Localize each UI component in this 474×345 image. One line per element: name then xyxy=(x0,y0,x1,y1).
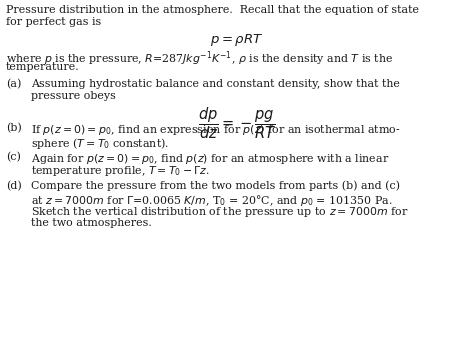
Text: $\dfrac{dp}{dz} = -\dfrac{pg}{RT}$: $\dfrac{dp}{dz} = -\dfrac{pg}{RT}$ xyxy=(198,105,276,140)
Text: the two atmospheres.: the two atmospheres. xyxy=(31,218,152,228)
Text: (a): (a) xyxy=(6,79,21,89)
Text: for perfect gas is: for perfect gas is xyxy=(6,17,101,27)
Text: Again for $p(z = 0) = p_0$, find $p(z)$ for an atmosphere with a linear: Again for $p(z = 0) = p_0$, find $p(z)$ … xyxy=(31,152,389,166)
Text: temperature.: temperature. xyxy=(6,62,80,72)
Text: pressure obeys: pressure obeys xyxy=(31,91,116,101)
Text: (d): (d) xyxy=(6,181,22,191)
Text: Sketch the vertical distribution of the pressure up to $z = 7000m$ for: Sketch the vertical distribution of the … xyxy=(31,205,408,219)
Text: at $z = 7000m$ for $\Gamma$=0.0065 $K/m$, T$_0$ = 20°C, and $p_0$ = 101350 Pa.: at $z = 7000m$ for $\Gamma$=0.0065 $K/m$… xyxy=(31,193,392,208)
Text: (b): (b) xyxy=(6,124,22,134)
Text: If $p(z = 0) = p_0$, find an expression for $p(z)$ for an isothermal atmo-: If $p(z = 0) = p_0$, find an expression … xyxy=(31,124,401,137)
Text: sphere ($T = T_0$ constant).: sphere ($T = T_0$ constant). xyxy=(31,136,169,151)
Text: $p = \rho RT$: $p = \rho RT$ xyxy=(210,31,264,48)
Text: Assuming hydrostatic balance and constant density, show that the: Assuming hydrostatic balance and constan… xyxy=(31,79,400,89)
Text: Pressure distribution in the atmosphere.  Recall that the equation of state: Pressure distribution in the atmosphere.… xyxy=(6,5,419,15)
Text: (c): (c) xyxy=(6,152,21,162)
Text: temperature profile, $T = T_0 - \Gamma z$.: temperature profile, $T = T_0 - \Gamma z… xyxy=(31,164,210,178)
Text: where $p$ is the pressure, $R$=287$Jkg^{-1}K^{-1}$, $\rho$ is the density and $T: where $p$ is the pressure, $R$=287$Jkg^{… xyxy=(6,50,393,68)
Text: Compare the pressure from the two models from parts (b) and (c): Compare the pressure from the two models… xyxy=(31,181,400,191)
